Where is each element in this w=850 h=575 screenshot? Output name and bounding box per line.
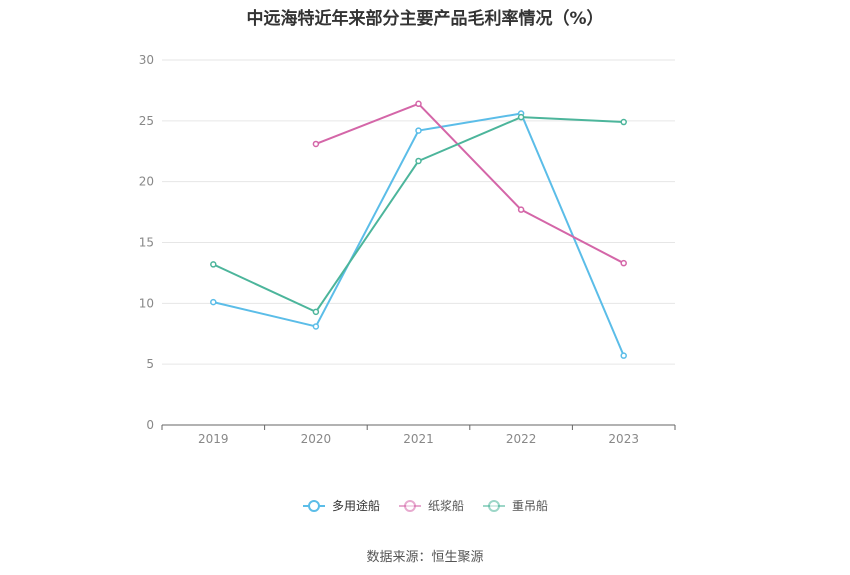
- chart-title: 中远海特近年来部分主要产品毛利率情况（%）: [246, 9, 604, 29]
- legend-item[interactable]: 多用途船: [302, 497, 380, 514]
- y-tick-label: 30: [139, 53, 154, 67]
- y-tick-label: 10: [139, 296, 154, 310]
- data-point[interactable]: [620, 118, 627, 126]
- legend-swatch: [483, 499, 505, 512]
- legend-swatch: [398, 499, 421, 512]
- data-point[interactable]: [517, 113, 525, 121]
- data-point[interactable]: [210, 261, 217, 268]
- data-point[interactable]: [312, 308, 320, 316]
- data-point[interactable]: [415, 157, 422, 165]
- legend-swatch: [302, 499, 325, 512]
- data-point[interactable]: [415, 127, 422, 134]
- data-point[interactable]: [312, 140, 320, 148]
- series-line-0: [213, 112, 625, 357]
- legend-label: 多用途船: [331, 499, 380, 513]
- x-tick-label: 2020: [301, 432, 332, 446]
- y-tick-label: 15: [139, 236, 154, 250]
- y-tick-label: 20: [139, 175, 154, 189]
- data-point[interactable]: [517, 206, 525, 213]
- data-point[interactable]: [312, 323, 320, 330]
- y-tick-label: 5: [146, 357, 154, 371]
- series-line-2: [212, 116, 624, 313]
- legend-item[interactable]: 重吊船: [482, 497, 548, 514]
- data-point[interactable]: [415, 100, 422, 108]
- x-tick-label: 2021: [403, 432, 434, 446]
- y-tick-label: 25: [139, 114, 154, 128]
- y-tick-label: 0: [146, 418, 154, 432]
- data-point[interactable]: [620, 259, 627, 267]
- x-tick-label: 2019: [198, 432, 229, 446]
- x-tick-label: 2023: [608, 432, 639, 446]
- series-line-1: [315, 102, 625, 265]
- legend-label: 纸浆船: [427, 499, 464, 513]
- x-tick-label: 2022: [506, 432, 537, 446]
- chart-legend: 多用途船 纸浆船 重吊船: [0, 497, 850, 514]
- data-point[interactable]: [210, 298, 217, 306]
- legend-label: 重吊船: [512, 499, 549, 513]
- data-source-note: 数据来源：恒生聚源: [366, 550, 484, 565]
- legend-item[interactable]: 纸浆船: [398, 497, 464, 514]
- data-point[interactable]: [620, 352, 627, 359]
